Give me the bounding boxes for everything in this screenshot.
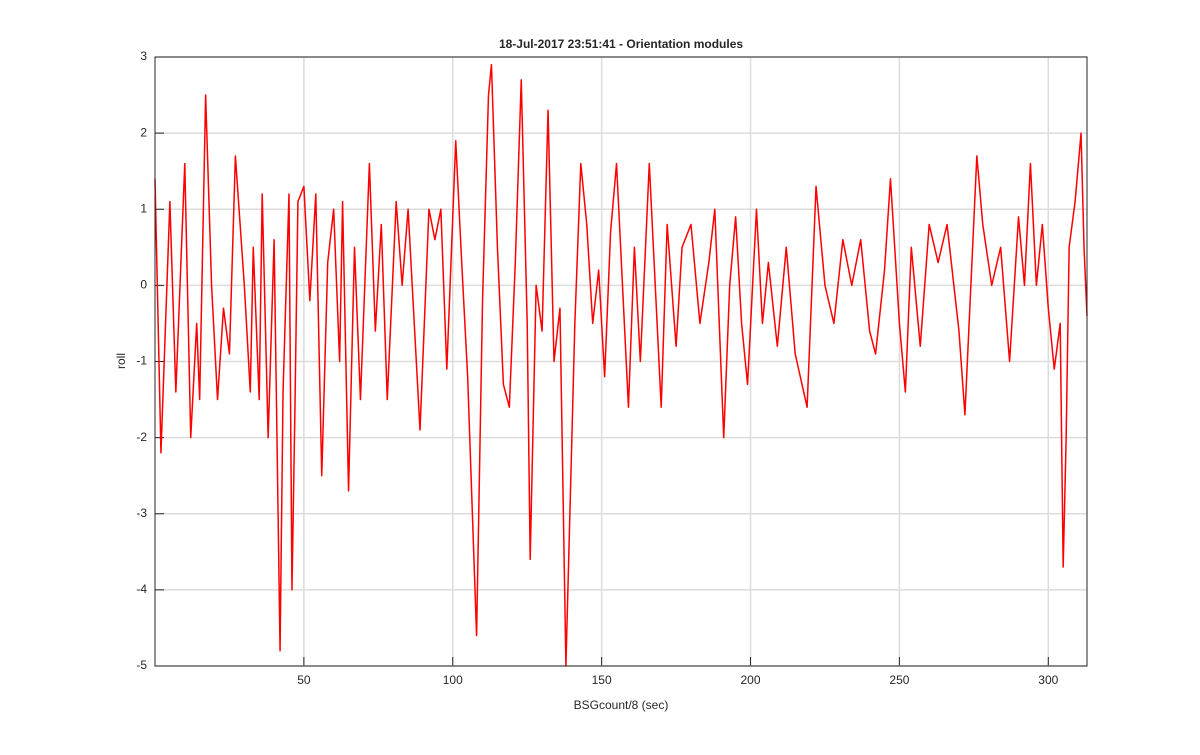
y-tick-label: -1 bbox=[136, 354, 147, 368]
y-tick-label: 1 bbox=[140, 201, 147, 215]
x-tick-label: 250 bbox=[889, 673, 909, 687]
y-tick-label: -5 bbox=[136, 658, 147, 672]
x-tick-label: 50 bbox=[297, 673, 311, 687]
y-tick-label: 3 bbox=[140, 49, 147, 63]
chart-title: 18-Jul-2017 23:51:41 - Orientation modul… bbox=[499, 37, 743, 51]
x-axis-label: BSGcount/8 (sec) bbox=[574, 698, 669, 712]
y-tick-label: 0 bbox=[140, 278, 147, 292]
line-series bbox=[154, 63, 1088, 667]
axes-box bbox=[154, 56, 1088, 667]
x-tick-label: 300 bbox=[1038, 673, 1058, 687]
x-tick-label: 100 bbox=[443, 673, 463, 687]
x-tick-label: 200 bbox=[741, 673, 761, 687]
y-axis-label: roll bbox=[114, 353, 128, 369]
y-tick-label: -2 bbox=[136, 430, 147, 444]
y-tick-label: -4 bbox=[136, 582, 147, 596]
x-tick-label: 150 bbox=[592, 673, 612, 687]
y-tick-label: 2 bbox=[140, 125, 147, 139]
y-tick-label: -3 bbox=[136, 506, 147, 520]
